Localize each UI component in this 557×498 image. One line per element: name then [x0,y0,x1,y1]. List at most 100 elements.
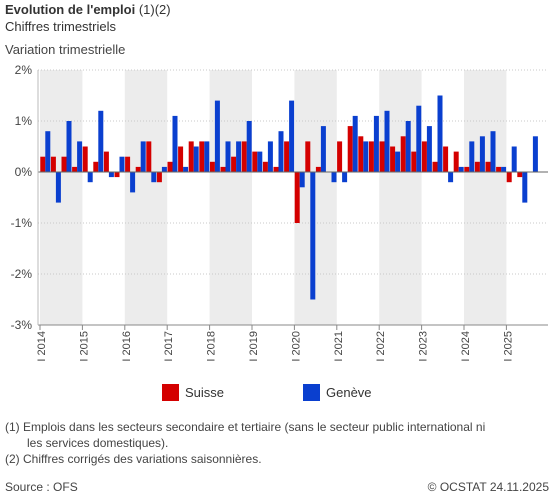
bar-geneve [204,141,210,172]
bar-geneve [331,172,337,183]
bar-suisse [135,166,141,172]
x-tick-label: I 2016 [121,331,133,362]
bar-geneve [416,105,422,172]
bar-suisse [50,156,56,172]
bar-suisse [103,151,109,172]
bar-geneve [310,172,316,300]
bar-suisse [464,166,470,172]
bar-suisse [506,172,512,183]
x-tick-label: I 2021 [333,331,345,362]
bar-geneve [426,126,432,172]
y-tick-label: -3% [11,318,33,332]
bar-geneve [352,115,358,172]
bar-geneve [45,131,51,172]
bar-geneve [342,172,348,183]
bar-suisse [485,161,491,172]
bar-suisse [262,161,268,172]
legend: Suisse Genève [0,384,557,402]
bar-suisse [411,151,417,172]
bar-suisse [379,141,385,172]
bar-geneve [246,121,252,172]
bar-geneve [384,110,390,172]
bar-suisse [453,151,459,172]
bar-geneve [257,151,263,172]
x-tick-label: I 2024 [460,331,472,362]
bar-geneve [77,141,83,172]
bar-suisse [294,172,300,223]
bar-suisse [199,141,205,172]
bar-geneve [363,141,369,172]
bar-geneve [299,172,305,188]
bar-suisse [315,166,321,172]
bar-suisse [432,161,438,172]
x-tick-label: I 2019 [248,331,260,362]
bar-geneve [522,172,528,203]
x-tick-label: I 2014 [36,331,48,362]
bar-suisse [178,146,184,172]
year-band [294,70,337,325]
copyright-note: © OCSTAT 24.11.2025 [427,480,549,494]
bar-geneve [373,115,379,172]
bar-geneve [437,95,443,172]
year-band [464,70,507,325]
footnote-2: (2) Chiffres corrigés des variations sai… [5,452,262,466]
bar-geneve [511,146,517,172]
bar-geneve [469,141,475,172]
bar-geneve [140,141,146,172]
bar-geneve [214,100,220,172]
chart-title-main: Evolution de l'emploi [5,2,136,17]
bar-geneve [161,166,167,172]
bar-suisse [474,161,480,172]
bar-geneve [172,115,178,172]
bar-geneve [458,166,464,172]
bar-suisse [61,156,67,172]
bar-suisse [241,141,247,172]
chart-subtitle: Chiffres trimestriels [5,19,117,34]
year-band [379,70,422,325]
y-axis-label: Variation trimestrielle [5,42,126,57]
x-tick-label: I 2022 [375,331,387,362]
footnote-1-line-1: (1) Emplois dans les secteurs secondaire… [5,420,486,434]
bar-suisse [209,161,215,172]
bar-geneve [267,141,273,172]
x-tick-label: I 2023 [418,331,430,362]
legend-label-suisse: Suisse [185,385,225,400]
year-band [124,70,168,325]
legend-item-suisse[interactable]: Suisse [162,384,224,401]
bar-geneve [66,121,72,172]
bar-suisse [72,166,78,172]
y-tick-label: 0% [15,165,33,179]
bar-geneve [225,141,231,172]
bar-suisse [284,141,290,172]
bar-geneve [183,166,189,172]
bar-geneve [479,136,485,172]
bar-suisse [93,161,99,172]
chart-title-notes: (1)(2) [138,2,171,17]
bar-suisse [358,136,364,172]
chart-title: Evolution de l'emploi (1)(2) [5,2,171,17]
y-tick-label: -1% [11,216,33,230]
bar-suisse [188,141,194,172]
bar-suisse [496,166,502,172]
bar-geneve [87,172,93,183]
bar-suisse [273,166,279,172]
bar-geneve [320,126,326,172]
year-band [40,70,83,325]
bar-suisse [146,141,152,172]
bar-geneve [119,156,125,172]
legend-item-geneve[interactable]: Genève [303,384,372,401]
bar-suisse [252,151,258,172]
y-tick-label: 1% [15,114,33,128]
bar-geneve [108,172,114,178]
bar-suisse [125,156,131,172]
employment-chart: 2% 1% 0% -1% -2% -3%I 2014 I 2015 I 2016 I 2017 I… [11,63,548,362]
legend-label-geneve: Genève [326,385,372,400]
legend-swatch-geneve [303,384,320,401]
bar-geneve [490,131,496,172]
bar-suisse [220,166,226,172]
bar-geneve [278,131,284,172]
bar-suisse [305,141,311,172]
bar-geneve [289,100,295,172]
y-tick-label: -2% [11,267,33,281]
bar-suisse [347,126,353,172]
